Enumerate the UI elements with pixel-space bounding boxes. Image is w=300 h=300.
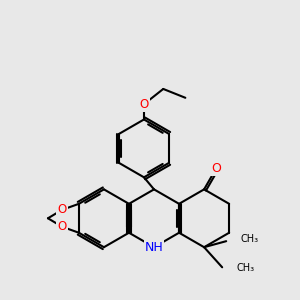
Text: CH₃: CH₃ — [240, 234, 258, 244]
Text: O: O — [57, 203, 67, 216]
Text: O: O — [211, 162, 221, 175]
Text: O: O — [57, 220, 67, 233]
Text: CH₃: CH₃ — [236, 263, 254, 273]
Text: NH: NH — [145, 241, 164, 254]
Text: O: O — [140, 98, 148, 111]
